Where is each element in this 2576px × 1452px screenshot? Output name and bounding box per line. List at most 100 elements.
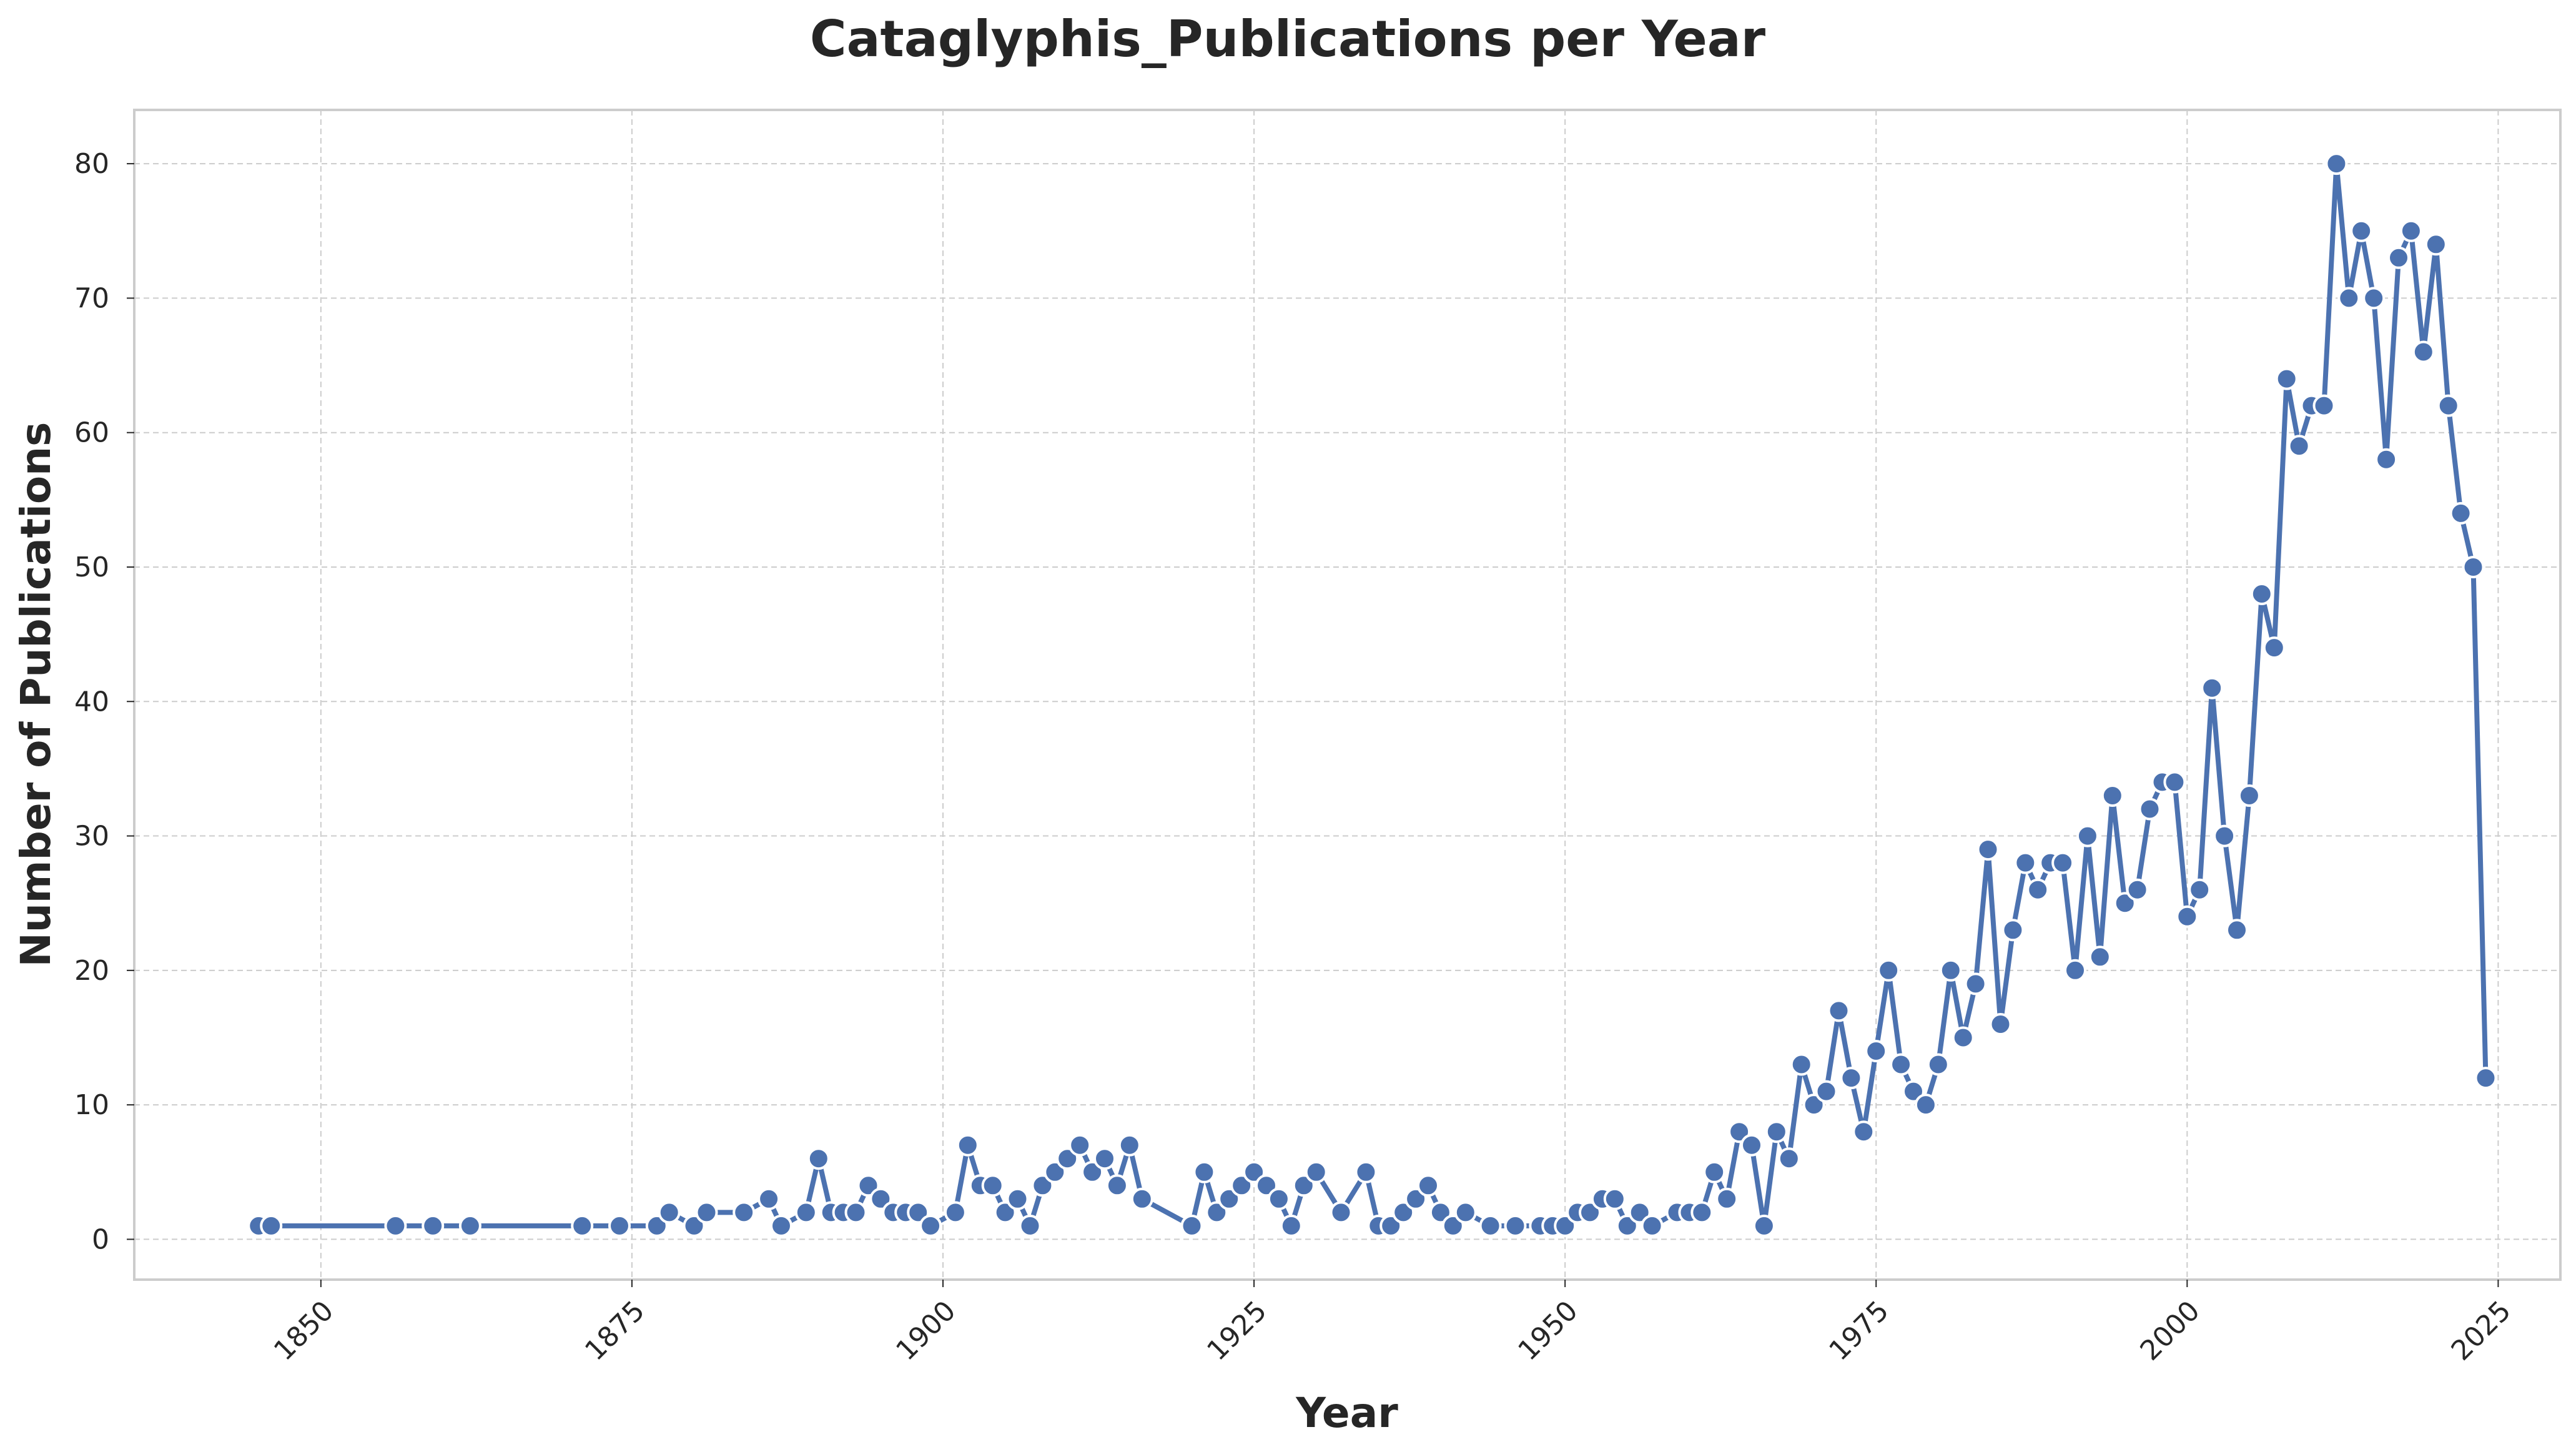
data-point <box>1840 1067 1863 1090</box>
data-point <box>844 1201 867 1224</box>
data-point <box>1305 1160 1328 1183</box>
data-point <box>571 1214 594 1237</box>
data-point <box>2138 798 2161 821</box>
data-point <box>770 1214 792 1237</box>
data-point <box>1081 1160 1104 1183</box>
data-point <box>2263 636 2286 659</box>
data-point <box>733 1201 756 1224</box>
data-point <box>2250 583 2273 605</box>
gridlines <box>134 110 2560 1280</box>
y-axis-ticks: 0 10 20 30 40 50 60 70 80 <box>74 148 134 1255</box>
x-tick-label: 1925 <box>1201 1295 1273 1366</box>
data-point <box>458 1214 481 1237</box>
data-point <box>1044 1160 1067 1183</box>
x-axis-label: Year <box>1295 1389 1398 1437</box>
y-axis-label: Number of Publications <box>12 422 60 967</box>
data-point <box>608 1214 631 1237</box>
data-point <box>2437 394 2460 417</box>
data-point <box>1865 1040 1888 1062</box>
data-point <box>1479 1214 1502 1237</box>
data-point <box>2088 946 2111 969</box>
data-point <box>1927 1053 1950 1076</box>
data-point <box>1330 1201 1353 1224</box>
data-point <box>794 1201 817 1224</box>
data-point <box>2176 905 2199 928</box>
y-tick-label: 60 <box>74 417 109 449</box>
data-point <box>1105 1174 1128 1197</box>
y-tick-label: 20 <box>74 955 109 987</box>
data-point <box>1118 1133 1141 1157</box>
data-point <box>1877 959 1900 982</box>
data-point <box>981 1174 1004 1197</box>
data-point <box>2449 501 2472 525</box>
data-point <box>2026 878 2050 901</box>
data-point <box>1815 1080 1838 1103</box>
data-point <box>2201 676 2224 699</box>
data-point <box>1603 1187 1626 1210</box>
plot-frame <box>133 109 2562 1281</box>
data-point <box>1280 1214 1303 1237</box>
x-tick-label: 1975 <box>1823 1295 1895 1366</box>
data-point <box>1939 959 1962 982</box>
data-point <box>2275 367 2298 390</box>
data-point <box>1890 1053 1913 1076</box>
series-publications <box>247 152 2497 1237</box>
data-point <box>2188 878 2211 901</box>
data-point <box>2238 784 2261 807</box>
data-point <box>956 1133 979 1157</box>
data-point <box>384 1214 407 1237</box>
y-tick-label: 10 <box>74 1089 109 1121</box>
data-point <box>1964 972 1987 995</box>
data-point <box>1392 1201 1415 1224</box>
data-point <box>1790 1053 1813 1076</box>
data-point <box>1715 1187 1739 1210</box>
data-point <box>2462 556 2485 578</box>
data-point <box>2399 219 2422 242</box>
data-point <box>260 1214 283 1237</box>
x-tick-label: 2025 <box>2445 1295 2517 1366</box>
data-point <box>1454 1201 1477 1224</box>
x-tick-label: 1850 <box>268 1295 340 1366</box>
data-point <box>1703 1160 1726 1183</box>
data-point <box>1068 1133 1092 1157</box>
data-point <box>422 1214 445 1237</box>
data-point <box>1504 1214 1527 1237</box>
data-point <box>1006 1187 1029 1210</box>
data-point <box>2126 878 2149 901</box>
data-point <box>1579 1201 1601 1224</box>
data-point <box>1989 1013 2012 1035</box>
data-point <box>2213 824 2236 847</box>
data-point <box>2325 152 2348 175</box>
data-point <box>1019 1214 1042 1237</box>
x-tick-label: 1900 <box>890 1295 962 1366</box>
x-tick-label: 1950 <box>1512 1295 1584 1366</box>
data-point <box>944 1201 967 1224</box>
data-point <box>2424 233 2447 256</box>
data-point <box>1056 1147 1079 1170</box>
data-point <box>2350 219 2373 242</box>
data-point <box>1765 1120 1788 1143</box>
data-point <box>1641 1214 1664 1237</box>
data-point <box>1914 1094 1937 1117</box>
data-point <box>2375 448 2398 471</box>
data-point <box>919 1214 942 1237</box>
data-point <box>2337 287 2361 310</box>
data-point <box>2474 1067 2497 1090</box>
data-point <box>1193 1160 1216 1183</box>
x-axis-ticks: 1850 1875 1900 1925 1950 1975 2000 2025 <box>268 1280 2517 1367</box>
y-tick-label: 0 <box>92 1223 109 1255</box>
data-point <box>2287 435 2311 458</box>
data-point <box>1379 1214 1403 1237</box>
data-point <box>1976 838 2000 861</box>
data-point <box>2064 959 2086 982</box>
data-point <box>2076 824 2099 847</box>
data-point <box>695 1201 718 1224</box>
data-point <box>683 1214 706 1237</box>
data-point <box>2362 287 2386 310</box>
data-point <box>1267 1187 1290 1210</box>
data-point <box>2014 851 2037 874</box>
data-point <box>994 1201 1017 1224</box>
data-point <box>1218 1187 1241 1210</box>
data-point <box>1690 1201 1714 1224</box>
